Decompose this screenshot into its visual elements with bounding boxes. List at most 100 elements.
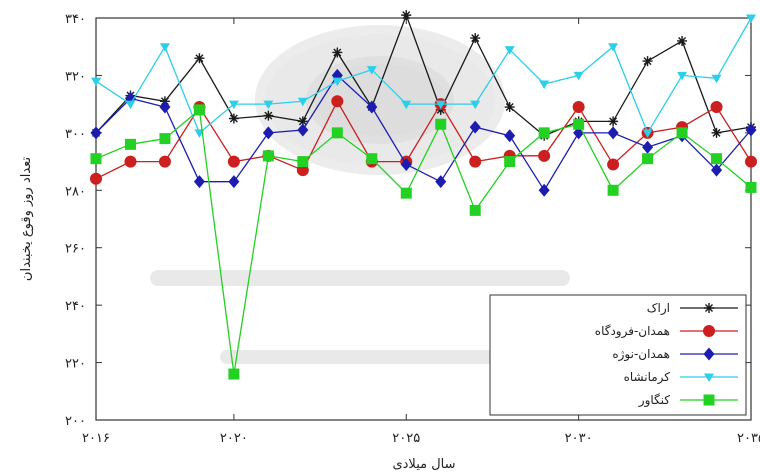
y-tick-label: ۲۸۰ [65,184,86,199]
data-point [366,153,378,165]
data-point [159,100,171,114]
data-point [228,175,240,189]
data-point [228,100,239,110]
data-point [227,155,240,168]
series-line [95,17,752,135]
legend-label: همدان-فرودگاه [595,324,670,339]
data-point [262,150,274,162]
x-tick-label: ۲۰۲۵ [392,431,420,446]
data-point [642,140,654,154]
data-point [642,153,654,165]
data-point [159,43,170,52]
data-point [504,129,516,143]
data-point [158,155,171,168]
data-point [331,127,343,139]
data-point [159,133,171,145]
data-point [746,14,756,23]
y-tick-label: ۳۲۰ [65,69,86,84]
legend-entry: اراک [647,301,738,316]
x-tick-label: ۲۰۲۰ [220,431,248,446]
data-point [297,116,308,127]
data-point [194,53,205,64]
y-tick-label: ۲۶۰ [65,242,86,257]
x-tick-label: ۲۰۳۵ [737,431,760,446]
data-point [469,204,481,216]
legend-entry: همدان-فرودگاه [595,324,738,339]
data-point [607,158,620,171]
x-tick-label: ۲۰۱۶ [82,431,110,446]
series-line [95,13,752,137]
data-point [572,101,585,114]
data-point [539,80,550,90]
data-point [90,172,102,185]
data-point [332,77,343,87]
data-point [366,100,378,114]
legend-entry: کنگاور [638,393,738,408]
data-point [573,118,585,130]
data-point [642,56,653,67]
data-point [470,100,481,110]
y-tick-label: ۲۴۰ [65,299,86,314]
data-point [366,66,377,75]
data-point [228,368,240,380]
legend-entry: همدان-نوژه [612,347,738,362]
data-point [435,118,447,130]
data-point [263,100,274,110]
data-point [703,325,715,337]
data-point [745,181,757,193]
data-point [538,127,550,139]
data-point [676,127,688,139]
y-axis-title: تعداد روز وقوع یخبندان [19,157,34,282]
data-point [435,175,447,189]
data-point [711,74,722,84]
data-point [704,373,714,382]
data-point [263,110,274,121]
data-point [504,102,515,113]
data-point [469,155,482,168]
legend-entry: کرمانشاه [624,370,738,385]
data-point [91,77,101,87]
series-layer [90,10,757,380]
data-point [745,155,757,168]
data-point [125,100,136,110]
legend-label: اراک [647,301,670,316]
data-point [607,126,619,140]
data-point [228,113,239,124]
data-point [90,153,102,165]
x-tick-label: ۲۰۳۰ [565,431,593,446]
data-point [704,303,714,313]
data-point [573,71,584,81]
data-point [401,10,412,21]
data-point [538,183,550,197]
data-point [703,347,715,361]
data-point [297,97,308,107]
data-point [124,155,137,168]
legend: اراک همدان-فرودگاه همدان-نوژه کرمانشاه کنگاو… [489,294,747,416]
data-point [677,35,688,46]
legend-label: کرمانشاه [624,370,671,385]
series-line [95,99,752,180]
data-point [608,43,619,52]
data-point [262,126,274,140]
series-5 [90,104,757,380]
data-point [608,116,619,127]
data-point [711,163,723,177]
data-point [401,100,412,110]
data-point [297,123,309,137]
data-point [504,46,515,55]
y-tick-label: ۲۲۰ [65,357,86,372]
data-point [124,138,136,150]
data-point [435,100,446,110]
x-axis-title: سال میلادی [392,457,455,472]
data-point [297,156,309,168]
data-point [193,175,205,189]
series-line [95,74,752,192]
data-point [677,71,688,81]
data-point [331,95,344,108]
y-tick-label: ۳۰۰ [65,127,86,142]
data-point [642,129,653,138]
legend-label: همدان-نوژه [612,347,670,362]
data-point [538,149,551,162]
data-point [332,47,343,58]
data-point [400,187,412,199]
